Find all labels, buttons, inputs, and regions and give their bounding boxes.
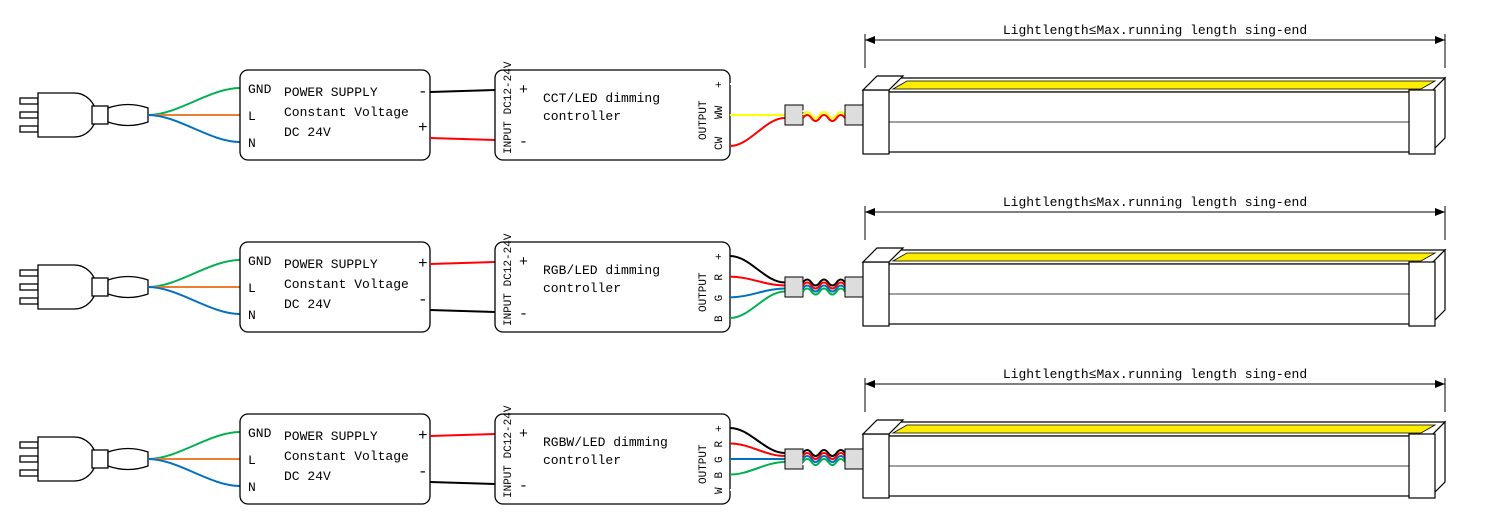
ps-pin-label: GND <box>248 82 272 97</box>
controller-output-label: OUTPUT <box>698 444 710 484</box>
output-wire <box>730 462 785 475</box>
controller-output-label: OUTPUT <box>698 272 710 312</box>
controller-title: RGBW/LED dimming <box>543 435 668 450</box>
ctrl-out-pin: CW <box>714 136 726 150</box>
wire-ferrule <box>785 277 803 297</box>
wire <box>803 289 845 295</box>
ctrl-out-pin: + <box>714 253 726 260</box>
output-wire <box>730 118 785 146</box>
ps-out-symbol: + <box>418 119 428 137</box>
ps-pin-label: GND <box>248 426 272 441</box>
mains-plug <box>20 437 148 481</box>
led-strip <box>863 420 1445 498</box>
output-wire <box>730 84 785 112</box>
dimension-label: Lightlength≤Max.running length sing-end <box>1003 367 1307 382</box>
wire-ferrule <box>785 449 803 469</box>
mains-plug <box>20 265 148 309</box>
controller-title: CCT/LED dimming <box>543 91 660 106</box>
svg-text:-: - <box>519 134 528 151</box>
ctrl-out-pin: G <box>714 295 726 302</box>
ctrl-out-pin: WW <box>714 105 726 119</box>
controller-input-label: INPUT DC12-24V <box>503 405 515 498</box>
ps-line1: POWER SUPPLY <box>284 429 378 444</box>
ps-pin-label: L <box>248 453 256 468</box>
ps-out-symbol: - <box>418 291 428 309</box>
controller-title: controller <box>543 453 621 468</box>
wire-ferrule <box>785 105 803 125</box>
svg-text:+: + <box>519 254 528 271</box>
wire <box>803 115 845 121</box>
svg-text:+: + <box>519 82 528 99</box>
ps-out-symbol: + <box>418 427 428 445</box>
wire-ferrule <box>845 449 863 469</box>
led-strip <box>863 76 1445 154</box>
ctrl-out-pin: R <box>714 441 726 448</box>
ps-pin-label: GND <box>248 254 272 269</box>
ctrl-out-pin: W <box>714 487 726 494</box>
ps-line3: DC 24V <box>284 469 331 484</box>
ctrl-out-pin: + <box>714 425 726 432</box>
ps-line2: Constant Voltage <box>284 449 409 464</box>
mains-wire <box>148 260 240 287</box>
ctrl-out-pin: + <box>714 81 726 88</box>
ps-line2: Constant Voltage <box>284 277 409 292</box>
dimension-label: Lightlength≤Max.running length sing-end <box>1003 195 1307 210</box>
ctrl-out-pin: G <box>714 456 726 463</box>
ps-pin-label: N <box>248 136 256 151</box>
ctrl-out-pin: R <box>714 274 726 281</box>
output-wire <box>730 292 785 319</box>
ps-pin-label: N <box>248 308 256 323</box>
controller-output-label: OUTPUT <box>698 100 710 140</box>
ps-line3: DC 24V <box>284 297 331 312</box>
ps-out-symbol: - <box>418 83 428 101</box>
svg-text:-: - <box>519 478 528 495</box>
controller-input-label: INPUT DC12-24V <box>503 233 515 326</box>
ps-pin-label: L <box>248 109 256 124</box>
wire <box>803 462 845 468</box>
svg-text:+: + <box>519 426 528 443</box>
controller-title: controller <box>543 109 621 124</box>
ps-pin-label: L <box>248 281 256 296</box>
mains-wire <box>148 432 240 459</box>
mains-plug <box>20 93 148 137</box>
ctrl-out-pin: B <box>714 315 726 322</box>
ps-line1: POWER SUPPLY <box>284 257 378 272</box>
ps-out-symbol: - <box>418 463 428 481</box>
mains-wire <box>148 88 240 115</box>
controller-title: RGB/LED dimming <box>543 263 660 278</box>
ps-line1: POWER SUPPLY <box>284 85 378 100</box>
controller-title: controller <box>543 281 621 296</box>
ps-pin-label: N <box>248 480 256 495</box>
output-wire <box>730 444 785 457</box>
ps-line3: DC 24V <box>284 125 331 140</box>
output-wire <box>730 256 785 283</box>
ctrl-out-pin: B <box>714 472 726 479</box>
wire-ferrule <box>845 277 863 297</box>
controller-input-label: INPUT DC12-24V <box>503 61 515 154</box>
ps-line2: Constant Voltage <box>284 105 409 120</box>
dimension-label: Lightlength≤Max.running length sing-end <box>1003 23 1307 38</box>
svg-text:-: - <box>519 306 528 323</box>
mains-wire <box>148 115 240 142</box>
mains-wire <box>148 287 240 314</box>
mains-wire <box>148 459 240 486</box>
wire-ferrule <box>845 105 863 125</box>
led-strip <box>863 248 1445 326</box>
ps-out-symbol: + <box>418 255 428 273</box>
